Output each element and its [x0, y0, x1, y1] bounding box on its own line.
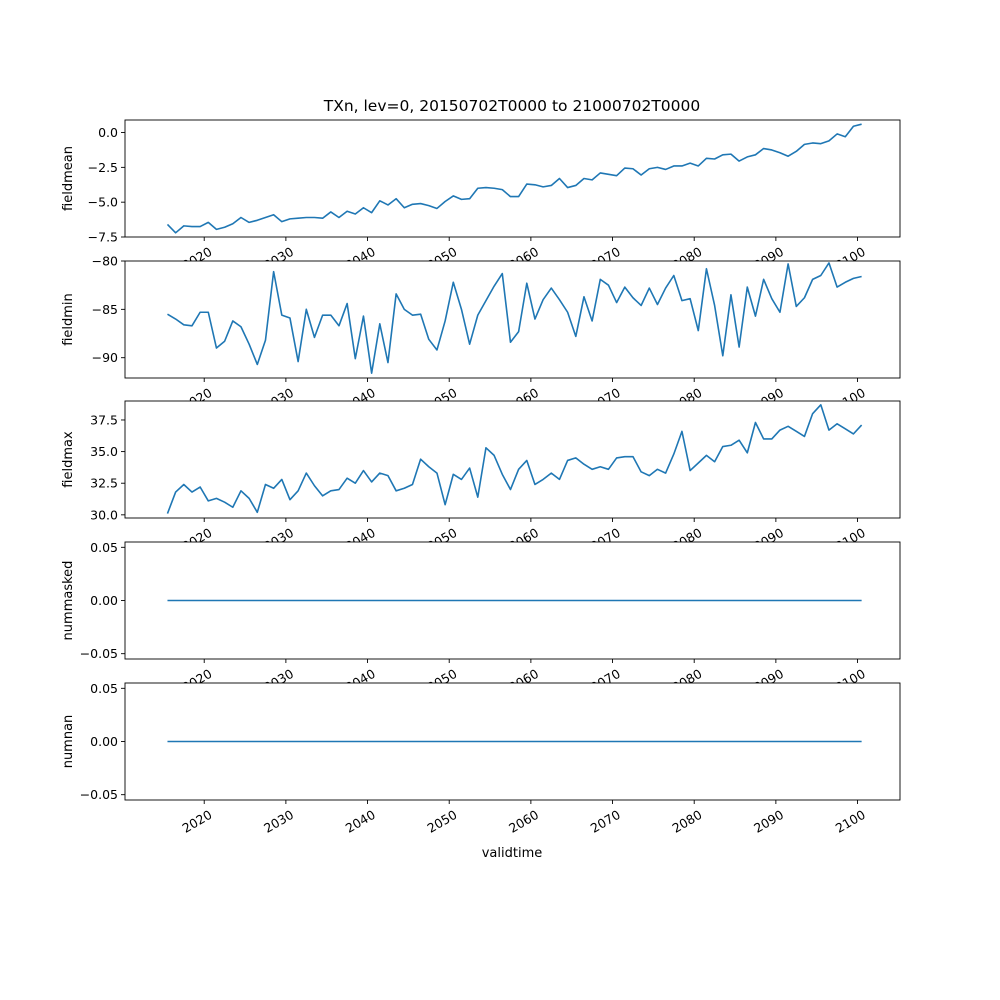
- series-line-fieldmax: [166, 403, 863, 514]
- y-tick-label: 0.05: [90, 540, 118, 555]
- y-tick-label: 0.00: [90, 593, 118, 608]
- x-axis-label: validtime: [482, 846, 543, 861]
- y-tick-label: 32.5: [90, 476, 118, 491]
- y-axis-label-fieldmax: fieldmax: [61, 431, 76, 488]
- y-tick-label: −90: [92, 350, 118, 365]
- y-tick-label: 0.05: [90, 681, 118, 696]
- y-tick-label: −85: [92, 302, 118, 317]
- y-tick-label: 0.0: [98, 125, 118, 140]
- y-tick-label: 30.0: [90, 507, 118, 522]
- y-tick-label: −2.5: [88, 160, 118, 175]
- plot-frame-fieldmax: [124, 400, 901, 519]
- series-line-fieldmean: [166, 123, 862, 234]
- y-tick-label: 35.0: [90, 444, 118, 459]
- y-axis-label-numnan: numnan: [61, 715, 76, 769]
- y-tick-label: −0.05: [80, 787, 118, 802]
- plot-frame-fieldmean: [124, 119, 901, 238]
- plot-frame-fieldmin: [124, 260, 901, 379]
- y-tick-label: −5.0: [88, 195, 118, 210]
- chart-title: TXn, lev=0, 20150702T0000 to 21000702T00…: [323, 97, 701, 115]
- y-tick-label: −7.5: [88, 230, 118, 245]
- series-line-fieldmin: [167, 262, 862, 374]
- y-tick-label: −80: [92, 254, 118, 269]
- y-tick-label: 0.00: [90, 734, 118, 749]
- y-axis-label-nummasked: nummasked: [61, 561, 76, 641]
- y-tick-label: 37.5: [90, 412, 118, 427]
- y-axis-label-fieldmin: fieldmin: [61, 293, 76, 346]
- y-tick-label: −0.05: [80, 646, 118, 661]
- y-axis-label-fieldmean: fieldmean: [61, 146, 76, 211]
